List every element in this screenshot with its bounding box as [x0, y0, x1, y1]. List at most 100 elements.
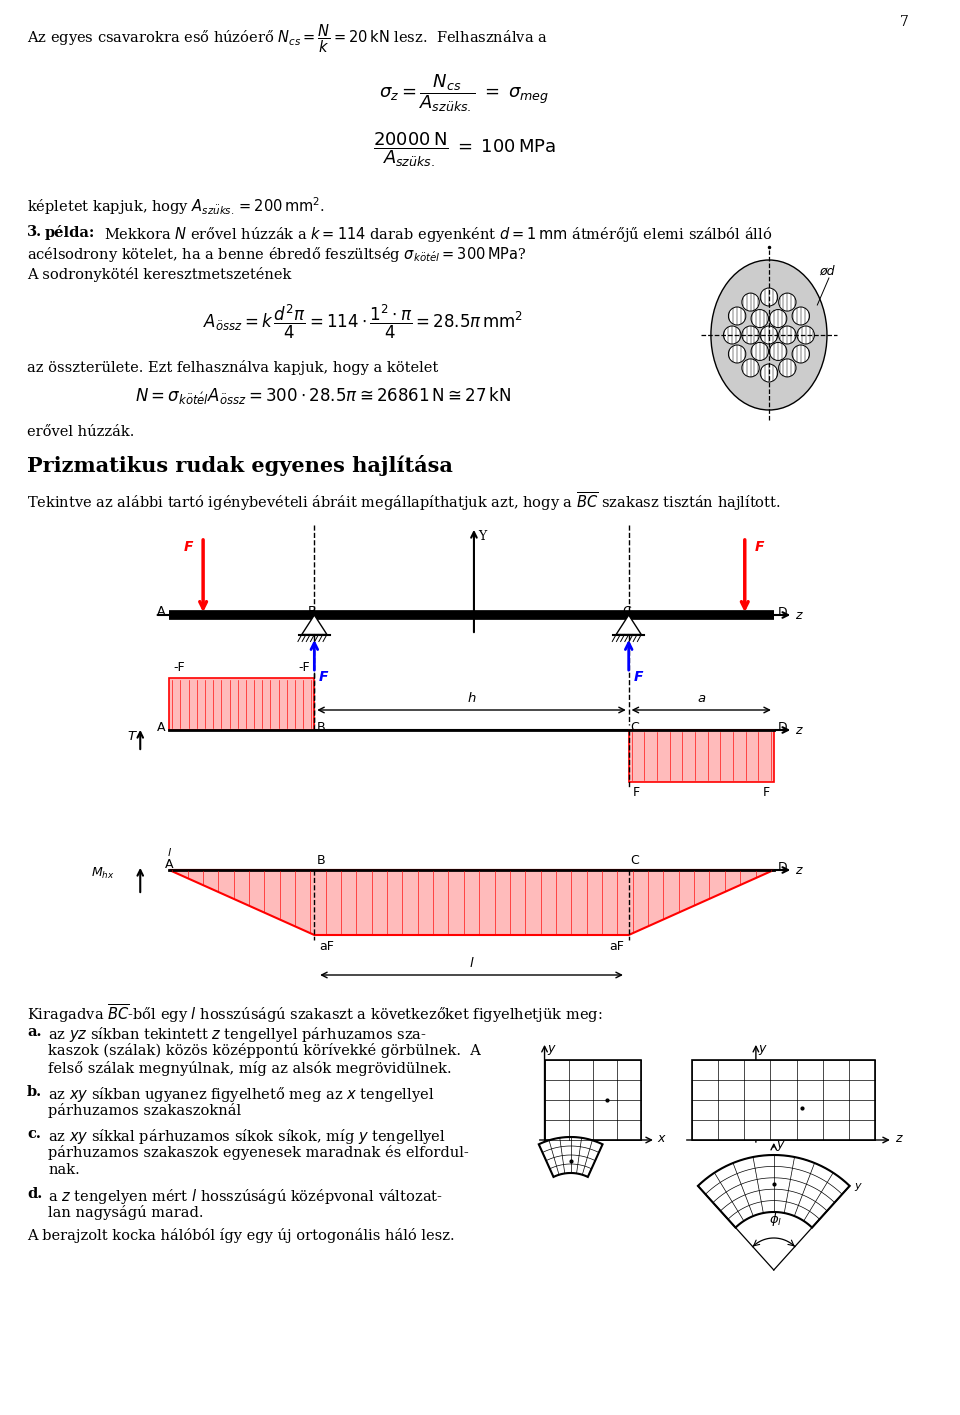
Text: -F: -F [173, 661, 184, 674]
Text: P: P [575, 1155, 583, 1167]
Text: l: l [469, 957, 473, 971]
Text: P: P [779, 1177, 785, 1190]
Text: a: a [238, 692, 246, 705]
Circle shape [779, 359, 796, 376]
Text: -F: -F [299, 661, 310, 674]
Text: h: h [468, 692, 476, 705]
Text: Mekkora $N$ erővel húzzák a $k = 114$ darab egyenként $d = 1\,\mathrm{mm}$ átmér: Mekkora $N$ erővel húzzák a $k = 114$ da… [105, 225, 773, 243]
Text: acélsodrony kötelet, ha a benne ébredő feszültség $\sigma_{k\ddot{o}t\acute{e}l}: acélsodrony kötelet, ha a benne ébredő f… [27, 245, 527, 265]
Text: $A_{\ddot{o}ssz} = k\,\dfrac{d^2\pi}{4} = 114 \cdot \dfrac{1^2 \cdot \pi}{4} = 2: $A_{\ddot{o}ssz} = k\,\dfrac{d^2\pi}{4} … [204, 303, 523, 341]
Circle shape [760, 325, 778, 344]
Text: F: F [763, 785, 770, 799]
Polygon shape [301, 616, 327, 634]
Text: 3.: 3. [27, 225, 42, 239]
Text: $\sigma_z = \dfrac{N_{cs}}{A_{sz\ddot{u}ks.}} \;=\; \sigma_{meg}$: $\sigma_z = \dfrac{N_{cs}}{A_{sz\ddot{u}… [379, 72, 549, 113]
Bar [544, 1060, 641, 1140]
Text: példa:: példa: [44, 225, 95, 241]
Polygon shape [539, 1138, 603, 1177]
Circle shape [751, 310, 768, 327]
Text: A: A [156, 720, 165, 733]
Bar [691, 1060, 876, 1140]
Text: b.: b. [27, 1085, 42, 1099]
Text: A sodronykötél keresztmetszetének: A sodronykötél keresztmetszetének [27, 267, 292, 282]
Text: z: z [795, 608, 802, 621]
Text: $N = \sigma_{k\ddot{o}t\acute{e}l} A_{\ddot{o}ssz} = 300 \cdot 28.5\pi \cong 268: $N = \sigma_{k\ddot{o}t\acute{e}l} A_{\d… [135, 385, 512, 406]
Text: A: A [165, 857, 174, 872]
Circle shape [742, 359, 759, 376]
Circle shape [724, 325, 741, 344]
Polygon shape [616, 616, 641, 634]
Text: y: y [758, 1041, 766, 1056]
Polygon shape [698, 1155, 850, 1228]
Text: z: z [895, 1132, 901, 1145]
Text: F: F [634, 669, 643, 683]
Circle shape [742, 325, 759, 344]
Text: x: x [658, 1132, 665, 1145]
Text: D: D [778, 606, 787, 618]
Text: C: C [631, 720, 639, 733]
Text: A: A [156, 606, 165, 618]
Text: $M_{hx}$: $M_{hx}$ [90, 866, 114, 882]
Text: B: B [316, 720, 324, 733]
Text: 7: 7 [900, 16, 909, 28]
Text: $\rho$: $\rho$ [817, 1191, 828, 1206]
Text: z: z [795, 863, 802, 876]
Text: a $z$ tengelyen mért $l$ hosszúságú középvonal változat-: a $z$ tengelyen mért $l$ hosszúságú közé… [48, 1187, 444, 1206]
Text: a.: a. [27, 1024, 41, 1039]
Text: B: B [308, 606, 317, 618]
Text: C: C [622, 606, 631, 618]
Text: Az egyes csavarokra eső húzóerő $N_{cs} = \dfrac{N}{k} = 20\,\mathrm{kN}$ lesz. : Az egyes csavarokra eső húzóerő $N_{cs} … [27, 23, 548, 55]
Text: A berajzolt kocka hálóból így egy új ortogonális háló lesz.: A berajzolt kocka hálóból így egy új ort… [27, 1228, 455, 1242]
Text: d.: d. [27, 1187, 42, 1201]
Text: az összterülete. Ezt felhasználva kapjuk, hogy a kötelet: az összterülete. Ezt felhasználva kapjuk… [27, 359, 439, 375]
Text: T: T [128, 730, 135, 743]
Circle shape [751, 342, 768, 361]
Text: c.: c. [27, 1126, 41, 1140]
Circle shape [779, 325, 796, 344]
Circle shape [729, 307, 746, 325]
Text: B: B [316, 855, 324, 867]
Text: P: P [612, 1091, 618, 1105]
Text: D: D [778, 720, 787, 733]
Circle shape [769, 310, 787, 327]
Text: l: l [168, 848, 171, 857]
Polygon shape [629, 730, 774, 782]
Text: az $yz$ síkban tekintett $z$ tengellyel párhuzamos sza-: az $yz$ síkban tekintett $z$ tengellyel … [48, 1024, 427, 1044]
Text: kaszok (szálak) közös középpontú körívekké görbülnek.  A: kaszok (szálak) közös középpontú körívek… [48, 1043, 481, 1058]
Text: Prizmatikus rudak egyenes hajlítása: Prizmatikus rudak egyenes hajlítása [27, 456, 453, 475]
Text: z: z [795, 723, 802, 736]
Text: aF: aF [609, 940, 624, 952]
Text: y: y [854, 1182, 861, 1191]
Text: az $xy$ síkkal párhuzamos síkok síkok, míg $y$ tengellyel: az $xy$ síkkal párhuzamos síkok síkok, m… [48, 1126, 446, 1146]
Circle shape [760, 289, 778, 306]
Text: a: a [697, 692, 706, 705]
Text: Tekintve az alábbi tartó igénybevételi ábráit megállapíthatjuk azt, hogy a $\ove: Tekintve az alábbi tartó igénybevételi á… [27, 490, 780, 512]
Text: képletet kapjuk, hogy $A_{sz\ddot{u}ks.} = 200\,\mathrm{mm}^2$.: képletet kapjuk, hogy $A_{sz\ddot{u}ks.}… [27, 195, 325, 216]
Circle shape [769, 342, 787, 361]
Circle shape [729, 345, 746, 364]
Text: C: C [631, 855, 639, 867]
Text: lan nagyságú marad.: lan nagyságú marad. [48, 1206, 204, 1220]
Polygon shape [169, 678, 314, 730]
Text: aF: aF [319, 940, 334, 952]
Text: P: P [805, 1099, 813, 1112]
Text: F: F [184, 541, 194, 555]
Text: $\dfrac{20000\,\mathrm{N}}{A_{sz\ddot{u}ks.}} \;=\; 100\,\mathrm{MPa}$: $\dfrac{20000\,\mathrm{N}}{A_{sz\ddot{u}… [372, 130, 556, 168]
Text: Y: Y [478, 531, 486, 543]
Text: párhuzamos szakaszoknál: párhuzamos szakaszoknál [48, 1104, 242, 1118]
Circle shape [792, 307, 809, 325]
Text: Kiragadva $\overline{BC}$-ből egy $l$ hosszúságú szakaszt a következőket figyelh: Kiragadva $\overline{BC}$-ből egy $l$ ho… [27, 1002, 603, 1024]
Text: erővel húzzák.: erővel húzzák. [27, 424, 134, 439]
Text: F: F [319, 669, 328, 683]
Text: ød: ød [819, 265, 835, 277]
Text: y: y [777, 1138, 784, 1150]
Text: D: D [778, 860, 787, 873]
Text: F: F [633, 785, 639, 799]
Text: $\phi_l$: $\phi_l$ [769, 1211, 782, 1228]
Text: az $xy$ síkban ugyanez figyelhető meg az $x$ tengellyel: az $xy$ síkban ugyanez figyelhető meg az… [48, 1085, 435, 1104]
Polygon shape [169, 870, 774, 935]
Circle shape [779, 293, 796, 311]
Text: nak.: nak. [48, 1163, 80, 1177]
Circle shape [760, 364, 778, 382]
Circle shape [742, 293, 759, 311]
